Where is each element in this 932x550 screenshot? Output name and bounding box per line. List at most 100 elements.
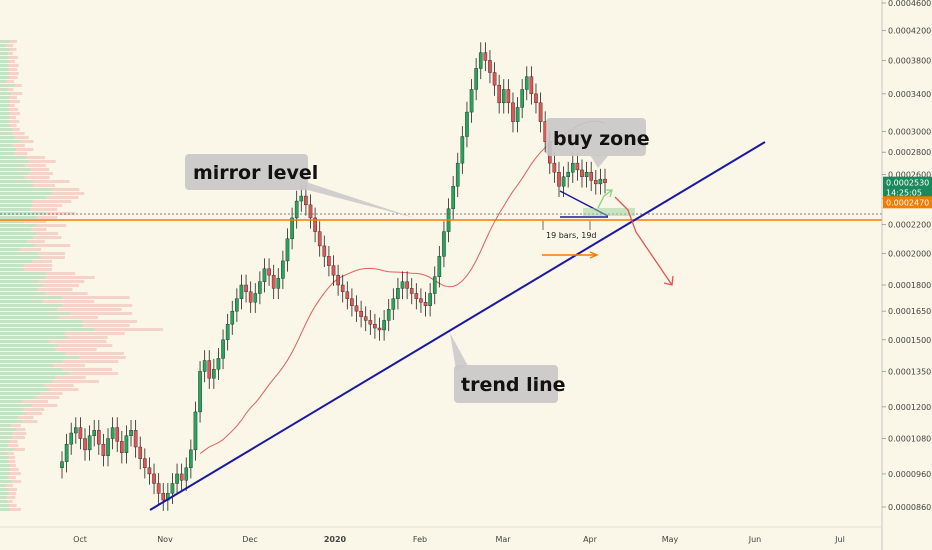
volume-bar-sell [40, 392, 63, 395]
volume-bar-buy [0, 344, 58, 347]
volume-bar-sell [57, 308, 122, 311]
volume-bar-sell [23, 268, 52, 271]
volume-bar-sell [43, 284, 80, 287]
volume-bar-sell [6, 44, 14, 47]
volume-bar-buy [0, 116, 10, 119]
volume-bar-buy [0, 148, 16, 151]
volume-bar-sell [8, 476, 16, 479]
candle-body [124, 435, 129, 453]
candle-body [529, 76, 534, 95]
volume-bar-buy [0, 212, 45, 215]
time-tick-label: Feb [413, 535, 427, 544]
volume-bar-buy [0, 44, 7, 47]
bars-range-label: 19 bars, 19d [546, 231, 597, 240]
volume-bar-sell [8, 488, 17, 491]
volume-bar-sell [46, 272, 76, 275]
candle-body [377, 327, 382, 331]
volume-bar-buy [0, 340, 50, 343]
volume-bar-buy [0, 72, 10, 75]
volume-bar-buy [0, 92, 11, 95]
volume-bar-buy [0, 220, 25, 223]
volume-bar-buy [0, 260, 33, 263]
volume-bar-sell [7, 500, 13, 503]
candle-body [538, 102, 543, 122]
time-tick-label: Oct [73, 535, 87, 544]
volume-bar-buy [0, 56, 10, 59]
volume-bar-sell [12, 132, 25, 135]
volume-bar-sell [82, 324, 130, 327]
volume-bar-buy [0, 248, 20, 251]
volume-bar-sell [27, 240, 45, 243]
volume-bar-buy [0, 456, 9, 459]
volume-bar-sell [8, 492, 17, 495]
candle-body [497, 84, 501, 104]
price-tick-label: 0.0001350 [888, 367, 931, 376]
candle-body [405, 281, 409, 289]
volume-bar-buy [0, 172, 29, 175]
candle-body [313, 217, 317, 232]
price-tick-label: 0.0002000 [888, 249, 931, 258]
volume-bar-buy [0, 272, 47, 275]
candle-body [64, 443, 69, 462]
volume-bar-buy [0, 108, 10, 111]
volume-bar-buy [0, 160, 29, 163]
candle-body [189, 449, 193, 468]
price-badge [883, 176, 932, 189]
candle-body [584, 171, 589, 178]
volume-bar-sell [10, 472, 21, 475]
volume-bar-sell [22, 400, 48, 403]
volume-bar-sell [17, 416, 34, 419]
price-tick-label: 0.0004600 [888, 0, 931, 8]
volume-profile [0, 40, 163, 511]
time-tick-label: Mar [495, 535, 511, 544]
volume-bar-buy [0, 492, 9, 495]
price-tick-label: 0.0003000 [888, 127, 931, 136]
volume-bar-sell [11, 480, 22, 483]
volume-bar-sell [32, 260, 52, 263]
volume-bar-buy [0, 348, 56, 351]
price-tick-label: 0.0000960 [888, 470, 931, 479]
volume-bar-sell [9, 120, 20, 123]
volume-bar-sell [24, 220, 47, 223]
volume-bar-buy [0, 304, 62, 307]
candle-body [506, 89, 511, 104]
price-tick-label: 0.0001800 [888, 281, 931, 290]
volume-bar-buy [0, 280, 39, 283]
volume-bar-sell [42, 300, 95, 303]
candle-body [235, 298, 239, 312]
volume-bar-buy [0, 508, 10, 511]
volume-bar-buy [0, 96, 10, 99]
volume-bar-buy [0, 296, 62, 299]
volume-bar-buy [0, 168, 31, 171]
candle-body [598, 178, 603, 185]
candle-body [363, 316, 368, 321]
candle-body [524, 76, 529, 90]
volume-bar-buy [0, 256, 41, 259]
volume-bar-sell [28, 172, 53, 175]
trend-line-callout-text: trend line [461, 374, 566, 396]
time-tick-label: 2020 [324, 535, 347, 544]
volume-bar-buy [0, 424, 11, 427]
volume-bar-sell [15, 136, 29, 139]
candle-body [60, 461, 64, 468]
trend-line [149, 141, 766, 511]
volume-bar-sell [65, 332, 125, 335]
candle-body [368, 320, 373, 325]
volume-bar-buy [0, 364, 54, 367]
candle-body [179, 473, 184, 481]
volume-bar-buy [0, 404, 33, 407]
volume-bar-sell [70, 312, 133, 315]
volume-bar-sell [55, 376, 86, 379]
volume-bar-buy [0, 496, 7, 499]
candle-body [432, 276, 437, 294]
volume-bar-sell [32, 200, 72, 203]
volume-bar-buy [0, 140, 20, 143]
volume-bar-buy [0, 52, 9, 55]
volume-bar-sell [9, 40, 17, 43]
candle-body [258, 281, 262, 294]
volume-bar-buy [0, 420, 23, 423]
volume-bar-buy [0, 228, 31, 231]
volume-bar-buy [0, 448, 14, 451]
